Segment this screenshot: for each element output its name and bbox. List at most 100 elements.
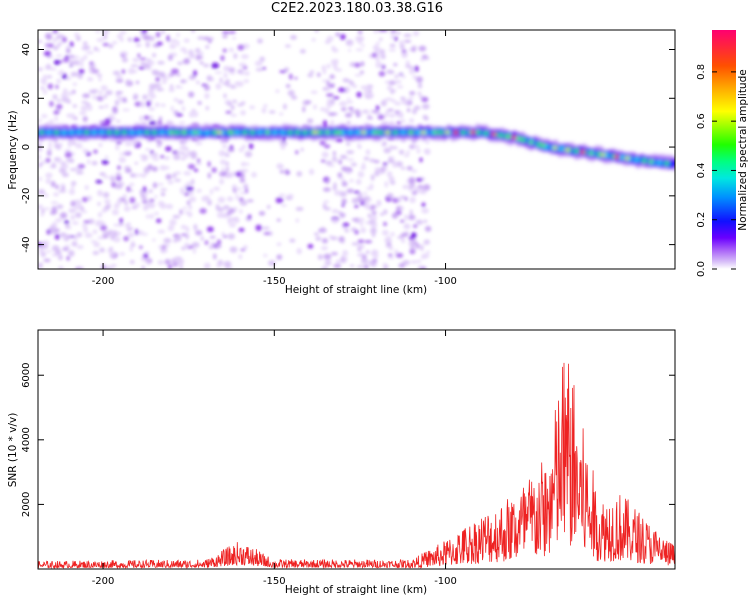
heatmap-cell	[202, 63, 210, 68]
heatmap-cell	[87, 104, 93, 111]
heatmap-cell	[425, 56, 430, 60]
heatmap-cell	[419, 157, 423, 163]
heatmap-cell	[90, 90, 98, 94]
heatmap-ridge-core	[256, 130, 263, 135]
heatmap-cell	[61, 74, 68, 80]
heatmap-cell	[127, 39, 132, 42]
heatmap-cell	[422, 114, 428, 120]
heatmap-cell	[188, 55, 196, 59]
heatmap-ridge-core	[113, 130, 120, 135]
heatmap-cell	[228, 47, 234, 53]
heatmap-cell	[223, 205, 230, 210]
heatmap-cell	[156, 87, 164, 92]
heatmap-cell	[69, 59, 74, 66]
heatmap-cell	[225, 110, 232, 114]
heatmap-ridge-core	[174, 130, 181, 135]
heatmap-cell	[257, 38, 263, 44]
heatmap-cell	[368, 259, 377, 266]
heatmap-cell	[64, 237, 69, 242]
heatmap-cell	[383, 147, 392, 154]
heatmap-cell	[229, 70, 236, 75]
heatmap-cell	[347, 158, 355, 162]
bottom-x-axis-ticks: -200 -150 -100	[92, 330, 457, 587]
heatmap-cell	[69, 54, 75, 59]
heatmap-cell	[215, 83, 222, 90]
heatmap-cell	[311, 38, 316, 42]
heatmap-cell	[145, 41, 150, 48]
heatmap-cell	[99, 192, 104, 196]
heatmap-cell	[302, 106, 306, 113]
heatmap-cell	[222, 82, 229, 86]
heatmap-cell	[239, 209, 243, 214]
heatmap-cell	[183, 211, 192, 215]
heatmap-cell	[345, 142, 351, 146]
heatmap-cell	[140, 62, 147, 66]
heatmap-cell	[47, 43, 54, 48]
heatmap-cell	[426, 250, 431, 254]
heatmap-cell	[86, 159, 91, 165]
heatmap-cell	[187, 163, 196, 170]
heatmap-cell	[295, 150, 299, 155]
heatmap-cell	[139, 154, 148, 158]
heatmap-cell	[403, 33, 412, 38]
heatmap-cell	[105, 203, 112, 209]
heatmap-cell	[204, 240, 209, 245]
snr-series-line	[38, 362, 675, 569]
heatmap-cell	[412, 224, 418, 228]
heatmap-cell	[288, 73, 293, 80]
heatmap-cell	[172, 214, 181, 219]
heatmap-cell	[275, 89, 280, 93]
heatmap-cell	[56, 204, 64, 210]
heatmap-cell	[390, 34, 395, 40]
heatmap-cell	[254, 60, 263, 67]
heatmap-ridge-core	[76, 130, 83, 135]
heatmap-cell	[225, 161, 229, 167]
heatmap-cell	[221, 167, 225, 172]
heatmap-cell	[411, 48, 416, 52]
heatmap-cell	[363, 264, 369, 269]
y-tick-label: -40	[21, 236, 32, 252]
heatmap-cell	[424, 225, 432, 232]
heatmap-cell	[413, 105, 421, 111]
heatmap-cell	[157, 71, 165, 77]
heatmap-cell	[326, 63, 331, 69]
heatmap-cell	[45, 241, 50, 245]
heatmap-cell	[165, 156, 170, 159]
heatmap-cell	[86, 50, 94, 55]
heatmap-cell	[230, 84, 235, 89]
heatmap-cell	[228, 30, 236, 34]
heatmap-cell	[141, 173, 147, 178]
heatmap-cell	[83, 54, 88, 60]
heatmap-cell	[130, 64, 139, 68]
heatmap-cell	[421, 103, 430, 110]
heatmap-cell	[225, 167, 229, 171]
heatmap-cell	[378, 171, 384, 175]
heatmap-cell	[247, 214, 252, 219]
heatmap-cell	[158, 116, 163, 121]
heatmap-cell	[408, 214, 416, 221]
heatmap-cell	[390, 232, 395, 237]
heatmap-cell	[276, 242, 282, 246]
x-tick-label: -200	[92, 576, 115, 587]
heatmap-cell	[188, 111, 194, 118]
heatmap-cell	[208, 245, 215, 250]
heatmap-cell	[97, 202, 101, 206]
heatmap-cell	[383, 209, 388, 215]
heatmap-cell	[348, 107, 354, 110]
heatmap-cell	[56, 36, 60, 40]
heatmap-cell	[418, 45, 427, 52]
heatmap-cell	[197, 158, 201, 163]
heatmap-cell	[332, 48, 339, 53]
heatmap-cell	[350, 264, 355, 268]
heatmap-cell	[60, 162, 69, 170]
heatmap-cell	[177, 61, 183, 66]
heatmap-cell	[280, 204, 287, 207]
heatmap-cell	[97, 212, 103, 218]
heatmap-cell	[398, 263, 406, 268]
heatmap-cell	[92, 229, 98, 234]
heatmap-noise-layer	[38, 30, 432, 269]
heatmap-cell	[368, 88, 372, 94]
heatmap-cell	[61, 172, 69, 178]
heatmap-cell	[373, 46, 381, 51]
heatmap-cell	[242, 162, 250, 166]
